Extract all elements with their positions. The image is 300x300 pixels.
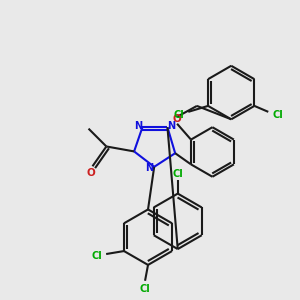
Text: Cl: Cl: [173, 110, 184, 120]
Text: O: O: [86, 168, 95, 178]
Text: Cl: Cl: [140, 284, 150, 294]
Text: Cl: Cl: [272, 110, 283, 120]
Text: O: O: [173, 114, 182, 124]
Text: N: N: [145, 163, 153, 173]
Text: Cl: Cl: [92, 251, 102, 261]
Text: N: N: [134, 121, 142, 131]
Text: N: N: [167, 121, 175, 131]
Text: Cl: Cl: [172, 169, 183, 179]
